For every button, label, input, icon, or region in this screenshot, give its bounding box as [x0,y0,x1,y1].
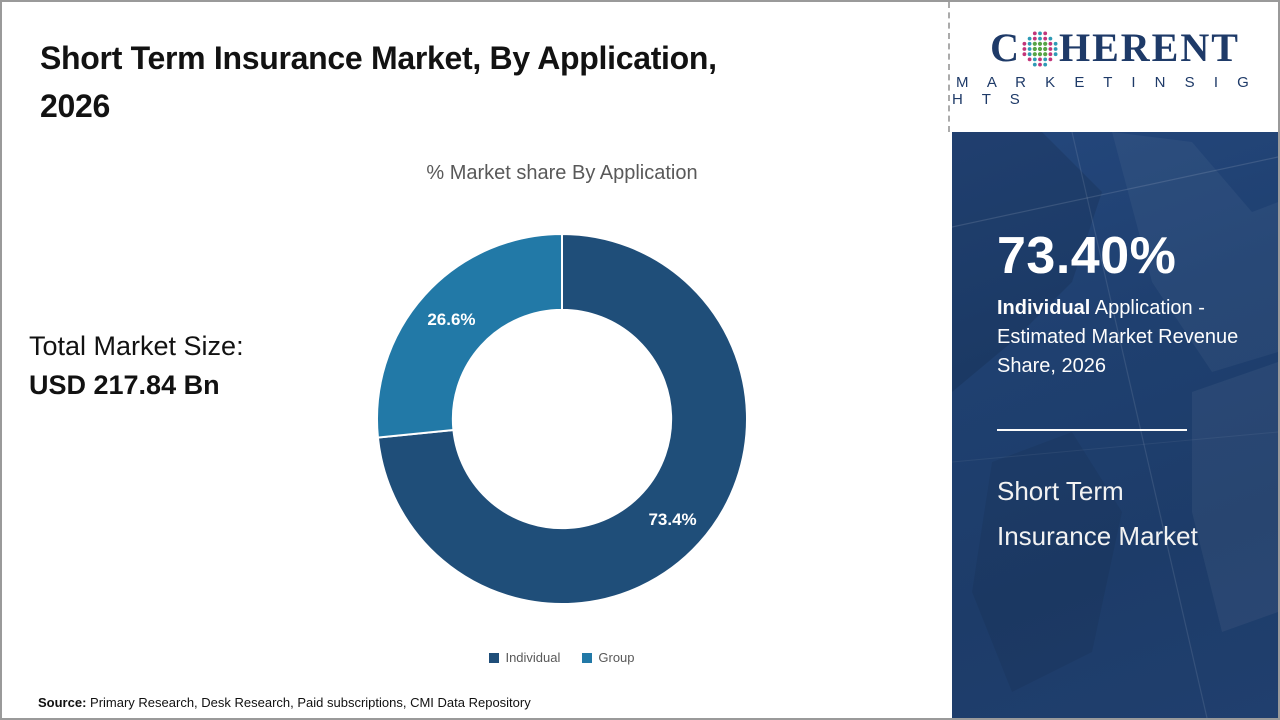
slice-label-group: 26.6% [427,310,475,329]
highlight-panel: 73.40% Individual Application - Estimate… [952,132,1278,718]
brand-name-rest: HERENT [1058,25,1240,70]
highlight-stat-value: 73.40% [997,227,1177,285]
highlight-panel-content: 73.40% Individual Application - Estimate… [952,230,1278,559]
highlight-stat-segment: Individual [997,297,1091,319]
legend-label-individual: Individual [505,650,561,665]
brand-letter-c: C [990,25,1021,70]
legend-item-group: Group [582,650,635,665]
source-text: Primary Research, Desk Research, Paid su… [86,695,531,710]
chart-title: % Market share By Application [426,162,698,184]
legend-swatch-group [582,652,593,663]
brand-logo: C HERENT M A R K E T I N S I G H T S [952,2,1278,132]
panel-market-name-line1: Short Term [997,476,1124,506]
panel-divider-line [997,429,1187,431]
total-market-size-label: Total Market Size: [29,331,244,361]
source-label: Source: [38,695,87,710]
page-title-line1: Short Term Insurance Market, By Applicat… [40,40,717,76]
slice-label-individual: 73.4% [648,510,696,529]
page-title: Short Term Insurance Market, By Applicat… [40,34,920,130]
world-map-texture [952,132,1278,718]
panel-market-name-line2: Insurance Market [997,521,1198,551]
page-title-line2: 2026 [40,88,110,124]
globe-dots-icon [1022,31,1058,67]
legend-swatch-individual [489,652,500,663]
brand-name: C HERENT [990,26,1240,70]
total-market-size-value: USD 217.84 Bn [29,370,220,400]
chart-legend: Individual Group [362,650,762,665]
donut-slice-group [376,233,563,439]
source-note: Source: Primary Research, Desk Research,… [38,695,531,710]
legend-item-individual: Individual [489,650,560,665]
panel-market-name: Short Term Insurance Market [997,469,1238,559]
highlight-stat-description: Individual Application - Estimated Marke… [997,294,1242,381]
donut-slice-individual [376,233,748,605]
donut-chart-svg: 73.4% 26.6% [376,233,748,605]
total-market-size: Total Market Size: USD 217.84 Bn [29,327,244,405]
dashed-divider [948,2,950,132]
donut-chart: 73.4% 26.6% [370,227,754,611]
highlight-stat-rest: Application - Estimated Market Revenue S… [997,297,1239,377]
brand-tagline: M A R K E T I N S I G H T S [952,74,1257,108]
legend-label-group: Group [598,650,635,665]
